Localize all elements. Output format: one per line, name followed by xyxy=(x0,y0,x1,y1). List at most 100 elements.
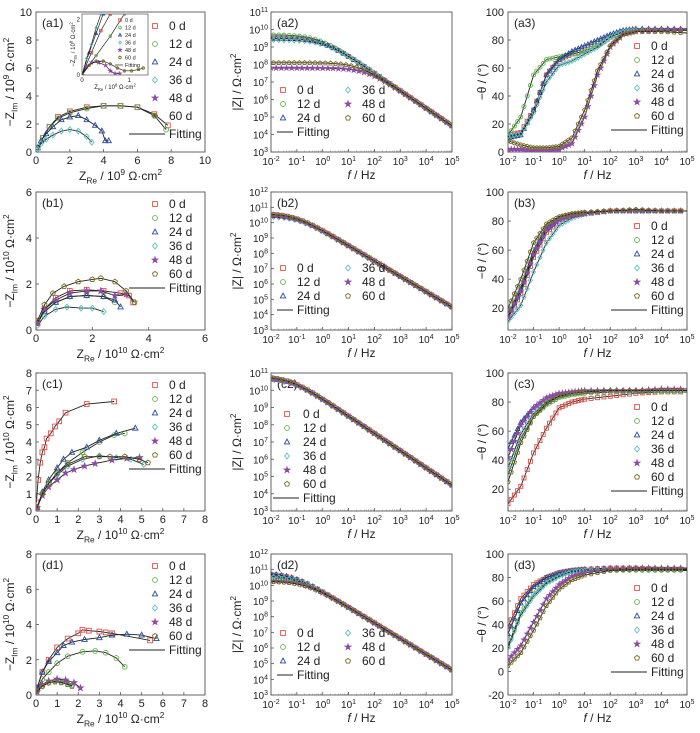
panel-label: (a3) xyxy=(514,16,535,30)
y-tick-label: 109​ xyxy=(253,403,268,415)
data-point xyxy=(286,60,292,65)
data-point xyxy=(604,36,610,43)
x-tick-label: 103​ xyxy=(628,334,643,346)
legend-label: 60 d xyxy=(651,470,674,484)
y-tick-label: 0 xyxy=(498,147,504,159)
x-tick-label: 101​ xyxy=(577,515,592,527)
data-point xyxy=(526,624,535,632)
data-point xyxy=(131,424,139,431)
data-point xyxy=(302,38,308,45)
inset-data-point xyxy=(116,70,123,75)
data-point xyxy=(281,37,287,44)
legend-label: 0 d xyxy=(651,219,668,233)
data-point xyxy=(272,64,280,72)
data-point xyxy=(550,231,556,238)
data-point xyxy=(43,135,50,143)
y-tick-label: 109​ xyxy=(253,596,268,608)
y-axis-label: −ZIm​ / 1010​ Ω·cm2​ xyxy=(1,578,19,672)
legend-label: 60 d xyxy=(651,651,674,665)
data-point xyxy=(598,61,604,67)
panel-label: (b1) xyxy=(42,196,63,210)
data-point xyxy=(511,447,517,454)
data-point xyxy=(578,389,585,395)
data-point xyxy=(374,621,380,627)
data-point xyxy=(517,421,525,429)
inset-data-point xyxy=(122,68,127,73)
data-point xyxy=(75,630,82,637)
legend-label: 24 d xyxy=(297,654,320,668)
data-point xyxy=(588,571,594,577)
data-point xyxy=(80,461,89,470)
legend-marker xyxy=(152,604,158,612)
inset-data-point xyxy=(101,59,106,63)
legend-label: 48 d xyxy=(651,637,674,651)
y-tick-label: 2 xyxy=(26,119,32,131)
x-tick-label: 103​ xyxy=(393,334,408,346)
x-tick-label: 4 xyxy=(101,155,107,167)
data-point xyxy=(327,60,334,66)
data-point xyxy=(123,630,131,637)
data-point xyxy=(286,37,292,44)
inset-data-point xyxy=(141,66,146,70)
data-point xyxy=(37,136,45,144)
x-tick-label: 10-1​ xyxy=(525,515,542,527)
data-point xyxy=(537,615,543,621)
legend-marker xyxy=(280,87,286,93)
legend-marker xyxy=(345,629,351,637)
data-point xyxy=(588,87,594,93)
data-point xyxy=(646,387,652,393)
legend-marker xyxy=(280,101,286,107)
x-tick-label: 103​ xyxy=(393,699,408,711)
data-point xyxy=(521,425,527,433)
x-axis-label: f / Hz xyxy=(583,527,611,541)
data-point xyxy=(540,404,546,410)
data-point xyxy=(665,566,671,572)
data-point xyxy=(530,627,537,633)
data-point xyxy=(273,570,280,577)
data-point xyxy=(639,207,645,213)
data-point xyxy=(677,208,684,214)
data-point xyxy=(135,453,144,462)
data-point xyxy=(36,688,41,695)
data-point xyxy=(633,566,639,572)
data-point xyxy=(38,140,45,148)
data-point xyxy=(513,645,522,653)
data-point xyxy=(547,420,553,426)
data-point xyxy=(317,394,323,400)
x-tick-label: 103​ xyxy=(628,515,643,527)
data-point xyxy=(338,61,344,67)
legend-label: Fitting xyxy=(297,303,330,317)
legend-label: 48 d xyxy=(303,463,326,477)
y-axis-label: |Z| / Ω·cm2​ xyxy=(228,53,244,111)
y-tick-label: 107​ xyxy=(253,437,268,449)
y-tick-label: 20 xyxy=(492,484,504,496)
data-point xyxy=(79,648,86,655)
y-tick-label: 103​ xyxy=(253,506,268,518)
legend-marker xyxy=(151,58,159,65)
data-point xyxy=(553,55,559,60)
y-tick-label: -20 xyxy=(488,690,504,702)
data-point xyxy=(271,211,277,217)
data-point xyxy=(524,467,530,473)
data-point xyxy=(671,387,677,393)
inset-data-point xyxy=(98,14,103,17)
data-point xyxy=(108,631,116,638)
data-point xyxy=(291,37,297,44)
data-point xyxy=(671,29,677,35)
data-point xyxy=(543,580,549,587)
y-tick-label: 109​ xyxy=(253,233,268,245)
data-point xyxy=(410,281,416,287)
x-tick-label: 100​ xyxy=(552,699,567,711)
data-point xyxy=(540,80,547,86)
panel-a3: 10-2​ 10-1​ 100​ 101​ 102​ 103​ 104​ 105​ 0 20 40 6… xyxy=(475,7,695,182)
data-point xyxy=(83,115,91,123)
data-point xyxy=(364,615,370,621)
panel-a2: 10-2​ 10-1​ 100​ 101​ 102​ 103​ 104​ 105​ 103​ 10… xyxy=(228,7,459,182)
data-point xyxy=(563,402,568,408)
data-point xyxy=(100,102,107,109)
legend-marker xyxy=(632,458,642,467)
inset-y-axis-label: −ZIm​ / 108​ Ω·cm2​ xyxy=(69,22,78,67)
data-point xyxy=(530,268,537,275)
